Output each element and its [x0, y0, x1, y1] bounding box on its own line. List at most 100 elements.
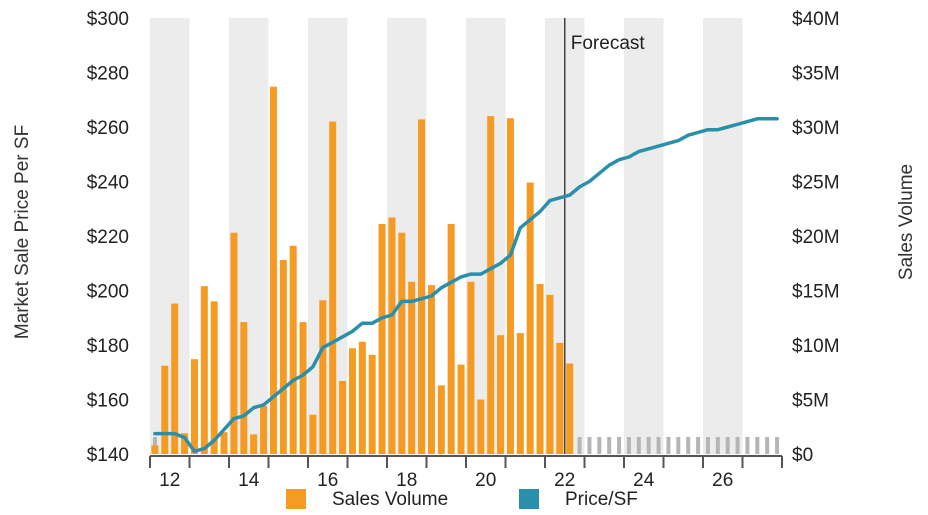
sales-volume-bar	[388, 217, 395, 454]
sales-volume-bar	[300, 322, 307, 454]
sales-volume-bar	[408, 282, 415, 454]
y-left-tick-label: $160	[87, 391, 129, 412]
y-right-tick-label: $25M	[792, 173, 840, 194]
sales-volume-bar	[260, 406, 267, 454]
y-left-tick-label: $180	[87, 336, 129, 357]
baseline-stub	[765, 437, 769, 454]
sales-volume-bar	[369, 355, 376, 454]
sales-volume-bar	[418, 119, 425, 454]
y-right-tick-label: $10M	[792, 336, 840, 357]
y-left-tick-label: $240	[87, 173, 129, 194]
y-right-tick-label: $40M	[792, 9, 840, 30]
sales-volume-bar	[319, 300, 326, 454]
y-left-tick-label: $140	[87, 445, 129, 466]
y-left-tick-label: $260	[87, 118, 129, 139]
baseline-stub	[597, 437, 601, 454]
baseline-stub	[775, 437, 779, 454]
baseline-stub	[716, 437, 720, 454]
sales-volume-bar	[458, 365, 465, 454]
sales-volume-bar	[290, 246, 297, 454]
sales-volume-bar	[240, 322, 247, 454]
y-axis-left-title: Market Sale Price Per SF	[12, 125, 33, 339]
x-tick-label: 22	[554, 470, 575, 491]
sales-volume-bar	[556, 343, 563, 454]
legend-swatch-price-sf	[519, 489, 539, 509]
x-tick-label: 26	[712, 470, 733, 491]
baseline-stub	[686, 437, 690, 454]
legend: Sales Volume Price/SF	[286, 489, 638, 510]
sales-volume-bars	[151, 87, 573, 454]
sales-volume-bar	[329, 122, 336, 454]
sales-volume-bar	[398, 233, 405, 454]
y-right-tick-label: $0	[792, 445, 813, 466]
sales-volume-bar	[171, 304, 178, 454]
sales-volume-bar	[438, 385, 445, 454]
baseline-stub	[578, 437, 582, 454]
year-band	[624, 18, 664, 454]
baseline-stub	[607, 437, 611, 454]
sales-volume-bar	[161, 366, 168, 454]
baseline-stub	[745, 437, 749, 454]
x-tick-label: 12	[159, 470, 180, 491]
sales-volume-bar	[309, 415, 316, 454]
baseline-stub	[647, 437, 651, 454]
sales-volume-bar	[250, 434, 257, 454]
baseline-stub	[726, 437, 730, 454]
sales-volume-bar	[151, 445, 158, 454]
sales-volume-bar	[517, 333, 524, 454]
baseline-stub	[755, 437, 759, 454]
y-left-tick-label: $200	[87, 282, 129, 303]
y-right-tick-label: $5M	[792, 391, 829, 412]
sales-volume-bar	[359, 342, 366, 454]
sales-volume-bar	[467, 282, 474, 454]
legend-swatch-sales-volume	[286, 489, 306, 509]
y-right-tick-label: $35M	[792, 64, 840, 85]
sales-volume-bar	[537, 284, 544, 454]
x-axis: 12 14 16 18 20 22 24 26	[150, 456, 782, 491]
sales-volume-bar	[349, 348, 356, 454]
sales-volume-bar	[428, 285, 435, 454]
baseline-stub	[676, 437, 680, 454]
x-tick-label: 14	[238, 470, 260, 491]
baseline-stub	[637, 437, 641, 454]
sales-volume-bar	[566, 364, 573, 454]
y-left-tick-label: $300	[87, 9, 129, 30]
sales-volume-bar	[448, 224, 455, 454]
sales-volume-bar	[211, 301, 218, 454]
baseline-stub	[736, 437, 740, 454]
x-tick-label: 16	[317, 470, 338, 491]
baseline-stub	[696, 437, 700, 454]
forecast-label: Forecast	[571, 33, 646, 54]
legend-label-price-sf: Price/SF	[565, 489, 638, 510]
year-band	[150, 18, 190, 454]
sales-volume-bar	[221, 432, 228, 454]
year-bands	[150, 18, 743, 454]
sales-volume-bar	[546, 295, 553, 454]
baseline-stub	[706, 437, 710, 454]
sales-volume-bar	[507, 118, 514, 454]
y-axis-left: $140 $160 $180 $200 $220 $240 $260 $280 $300	[87, 9, 129, 466]
y-right-tick-label: $30M	[792, 118, 840, 139]
y-axis-right-title: Sales Volume	[896, 164, 917, 280]
y-axis-right: $0 $5M $10M $15M $20M $25M $30M $35M $40M	[792, 9, 840, 466]
year-band	[703, 18, 743, 454]
y-left-tick-label: $280	[87, 64, 129, 85]
y-left-tick-label: $220	[87, 227, 129, 248]
baseline-stub	[627, 437, 631, 454]
baseline-stub	[666, 437, 670, 454]
x-tick-label: 18	[396, 470, 417, 491]
sales-volume-bar	[191, 359, 198, 454]
baseline-stub	[587, 437, 591, 454]
sales-volume-bar	[280, 260, 287, 454]
sales-volume-bar	[497, 335, 504, 454]
x-tick-label: 24	[633, 470, 655, 491]
sales-volume-bar	[379, 224, 386, 454]
baseline-stub	[617, 437, 621, 454]
y-right-tick-label: $20M	[792, 227, 840, 248]
baseline-stub	[657, 437, 661, 454]
sales-volume-bar	[477, 400, 484, 455]
sales-volume-bar	[487, 116, 494, 454]
sales-volume-bar	[339, 381, 346, 454]
